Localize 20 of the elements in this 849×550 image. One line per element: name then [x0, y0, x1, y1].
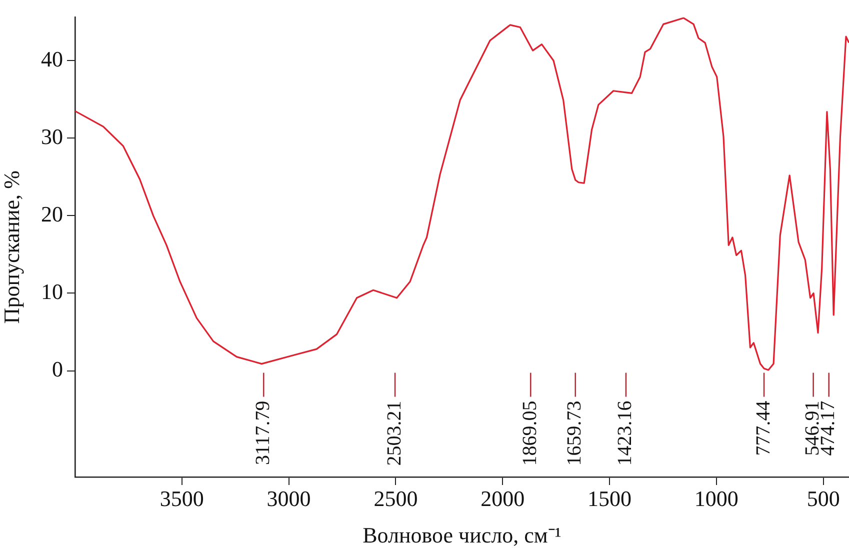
x-tick-label: 3500: [160, 486, 204, 511]
annotation: 777.44: [752, 400, 774, 456]
annotation: 1659.73: [564, 400, 586, 466]
y-tick-label: 10: [41, 279, 63, 304]
x-tick-label: 2000: [480, 486, 525, 511]
y-tick-label: 0: [52, 356, 63, 382]
annotation: 3117.79: [252, 400, 274, 466]
x-tick-label: 3000: [266, 486, 311, 511]
x-tick-label: 1500: [588, 486, 632, 511]
y-tick-label: 40: [41, 46, 63, 72]
y-tick-label: 30: [41, 124, 63, 149]
x-axis-title: Волновое число, см⁻¹: [362, 522, 562, 548]
annotation: 2503.21: [383, 400, 406, 466]
y-tick-label: 20: [41, 201, 63, 226]
annotation: 1869.05: [518, 400, 541, 466]
x-tick-label: 1000: [694, 486, 738, 511]
annotation: 1423.16: [614, 400, 636, 466]
x-tick-label: 2500: [374, 486, 418, 511]
x-tick-label: 500: [806, 486, 840, 511]
y-axis-title: Пропускание, %: [0, 170, 24, 324]
